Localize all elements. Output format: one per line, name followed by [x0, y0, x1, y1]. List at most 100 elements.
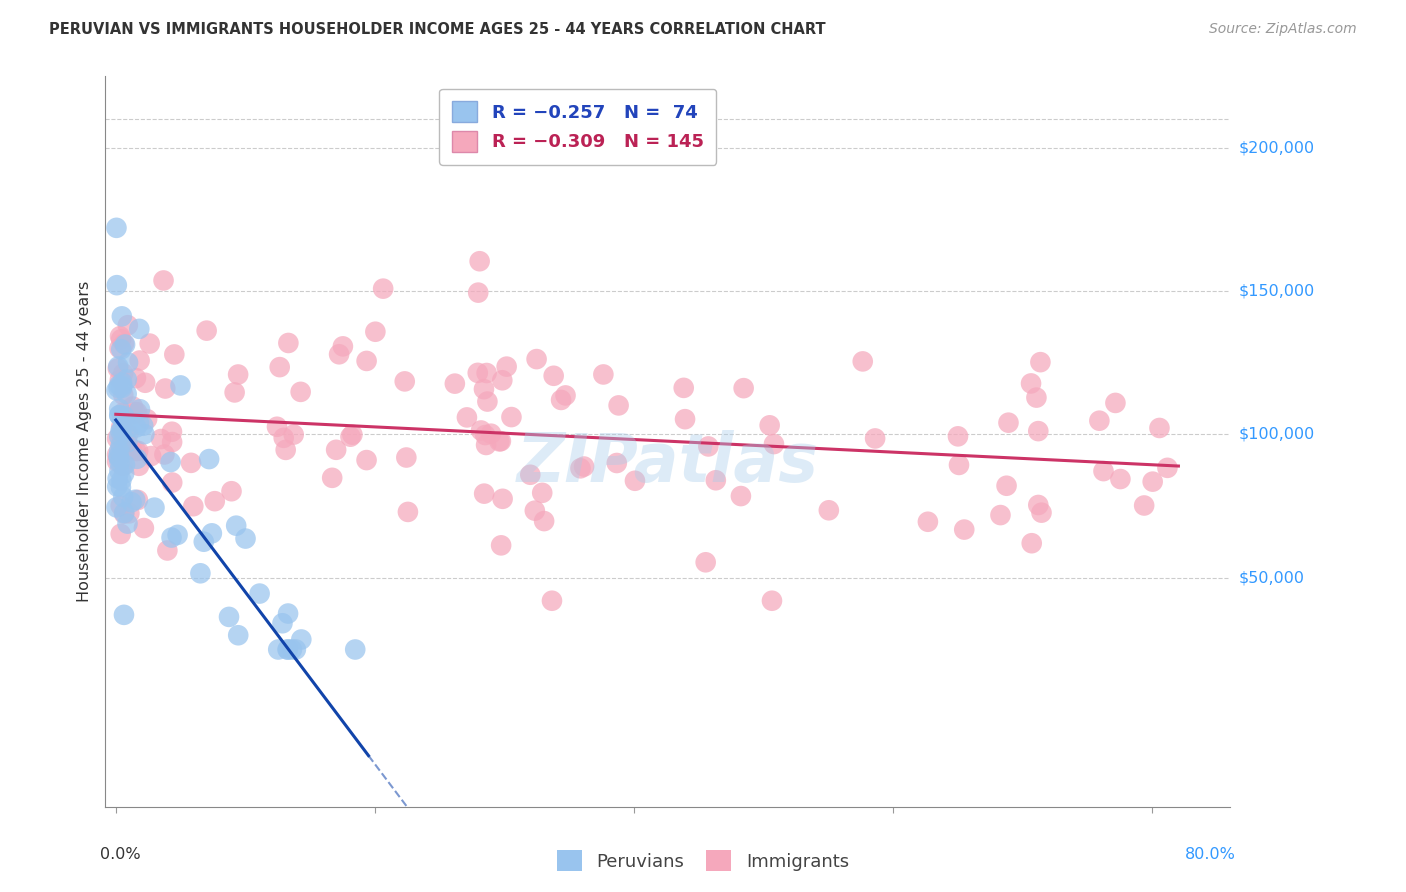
Point — [467, 285, 489, 300]
Point — [475, 438, 498, 452]
Point — [124, 492, 146, 507]
Point — [117, 420, 139, 434]
Point — [198, 452, 221, 467]
Point — [592, 368, 614, 382]
Point — [489, 434, 512, 449]
Point — [118, 506, 141, 520]
Point — [128, 322, 150, 336]
Point — [112, 607, 135, 622]
Point — [274, 442, 297, 457]
Point — [863, 432, 886, 446]
Point — [105, 454, 128, 468]
Point — [112, 409, 135, 424]
Point — [111, 310, 134, 324]
Point — [1026, 498, 1049, 512]
Point — [762, 437, 785, 451]
Point — [149, 432, 172, 446]
Point — [108, 409, 131, 423]
Point — [156, 543, 179, 558]
Point — [201, 526, 224, 541]
Point — [733, 381, 755, 395]
Point — [456, 410, 478, 425]
Point — [1021, 536, 1043, 550]
Point — [356, 354, 378, 368]
Point — [125, 420, 148, 434]
Point — [276, 642, 298, 657]
Point — [128, 416, 150, 430]
Text: 80.0%: 80.0% — [1185, 847, 1236, 863]
Point — [624, 474, 647, 488]
Point — [730, 489, 752, 503]
Point — [169, 378, 191, 392]
Point — [110, 420, 132, 434]
Point — [501, 410, 523, 425]
Point — [526, 352, 548, 367]
Point — [160, 435, 183, 450]
Point — [224, 385, 246, 400]
Point — [112, 507, 135, 521]
Point — [277, 607, 299, 621]
Point — [1133, 499, 1156, 513]
Point — [108, 455, 131, 469]
Point — [107, 361, 129, 376]
Point — [695, 555, 717, 569]
Point — [108, 464, 131, 478]
Point — [107, 381, 129, 395]
Point — [817, 503, 839, 517]
Point — [1092, 464, 1115, 478]
Point — [160, 425, 183, 439]
Point — [1025, 391, 1047, 405]
Point — [281, 642, 304, 657]
Point — [948, 458, 970, 472]
Point — [249, 586, 271, 600]
Point — [115, 372, 138, 386]
Point — [160, 531, 183, 545]
Point — [271, 616, 294, 631]
Point — [107, 359, 129, 374]
Point — [953, 523, 976, 537]
Point — [531, 485, 554, 500]
Point — [396, 505, 419, 519]
Point — [344, 642, 367, 657]
Point — [114, 337, 136, 351]
Point — [332, 339, 354, 353]
Point — [110, 499, 132, 513]
Point — [108, 401, 131, 416]
Point — [105, 479, 128, 493]
Point — [110, 424, 132, 438]
Point — [110, 527, 132, 541]
Point — [491, 373, 513, 387]
Point — [153, 447, 176, 461]
Point — [190, 566, 212, 581]
Point — [125, 444, 148, 458]
Point — [290, 384, 312, 399]
Point — [193, 534, 215, 549]
Point — [328, 347, 350, 361]
Point — [134, 376, 156, 390]
Point — [107, 449, 129, 463]
Text: $200,000: $200,000 — [1239, 140, 1315, 155]
Point — [110, 480, 132, 494]
Point — [120, 442, 142, 456]
Point — [117, 426, 139, 441]
Point — [364, 325, 387, 339]
Point — [277, 335, 299, 350]
Text: $50,000: $50,000 — [1239, 570, 1305, 585]
Point — [395, 450, 418, 465]
Point — [1026, 424, 1049, 438]
Point — [569, 461, 592, 475]
Point — [550, 392, 572, 407]
Point — [672, 381, 695, 395]
Point — [479, 426, 502, 441]
Point — [1104, 396, 1126, 410]
Point — [1149, 421, 1171, 435]
Point — [117, 355, 139, 369]
Point — [114, 428, 136, 442]
Point — [697, 439, 720, 453]
Point — [266, 419, 288, 434]
Point — [121, 495, 143, 509]
Legend: R = −0.257   N =  74, R = −0.309   N = 145: R = −0.257 N = 74, R = −0.309 N = 145 — [439, 88, 717, 164]
Point — [373, 282, 395, 296]
Y-axis label: Householder Income Ages 25 - 44 years: Householder Income Ages 25 - 44 years — [77, 281, 93, 602]
Point — [495, 359, 517, 374]
